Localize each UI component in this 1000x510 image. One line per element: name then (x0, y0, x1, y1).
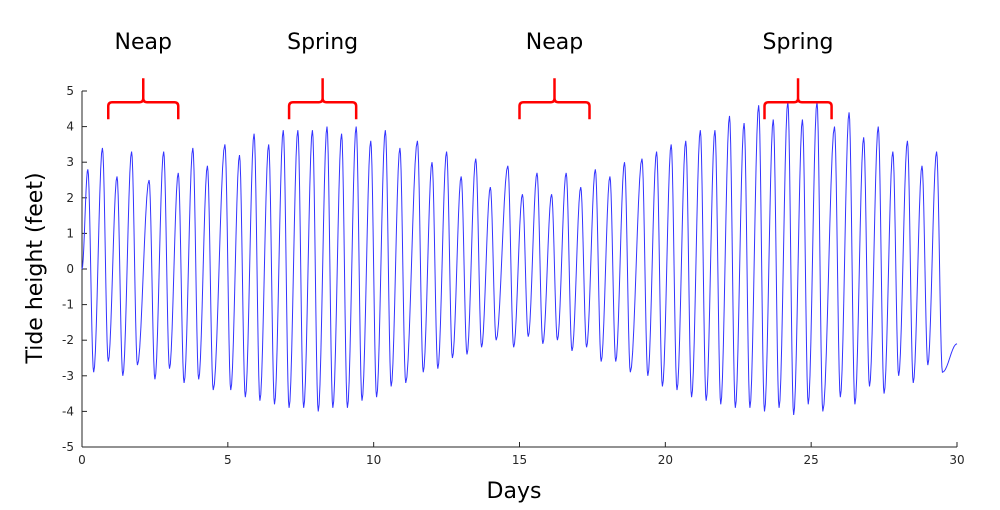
tide-series-line (81, 101, 958, 416)
y-tick-label: -5 (62, 440, 74, 454)
annotation-label-4: Spring (763, 30, 834, 55)
x-tick-label: 25 (804, 453, 819, 467)
x-tick-label: 20 (658, 453, 673, 467)
y-axis-label: Tide height (feet) (23, 172, 48, 364)
x-tick-label: 5 (224, 453, 232, 467)
annotation-brace-1 (107, 78, 180, 120)
x-tick-label: 30 (949, 453, 964, 467)
y-tick-label: -2 (62, 333, 74, 347)
y-tick-label: -4 (62, 404, 74, 418)
annotation-label-2: Spring (287, 30, 358, 55)
y-tick-label: 5 (66, 84, 74, 98)
y-tick-label: 0 (66, 262, 74, 276)
x-tick-label: 0 (78, 453, 86, 467)
x-tick-label: 10 (366, 453, 381, 467)
annotation-label-1: Neap (115, 30, 172, 55)
axes: 0 5 10 15 20 25 30 -5 -4 -3 -2 -1 0 1 2 3 4 5 (62, 84, 965, 467)
y-tick-label: 4 (66, 120, 74, 134)
y-tick-label: -1 (62, 298, 74, 312)
x-tick-label: 15 (512, 453, 527, 467)
y-tick-label: 3 (66, 155, 74, 169)
y-tick-label: 1 (66, 226, 74, 240)
x-axis-label: Days (487, 479, 542, 504)
annotation-brace-4 (763, 78, 833, 120)
annotation-brace-2 (287, 78, 358, 120)
annotation-brace-3 (518, 78, 591, 120)
annotations: Neap Spring Neap Spring (107, 30, 834, 120)
y-tick-label: -3 (62, 369, 74, 383)
annotation-label-3: Neap (526, 30, 583, 55)
series-line-group (81, 101, 958, 416)
y-tick-label: 2 (66, 191, 74, 205)
